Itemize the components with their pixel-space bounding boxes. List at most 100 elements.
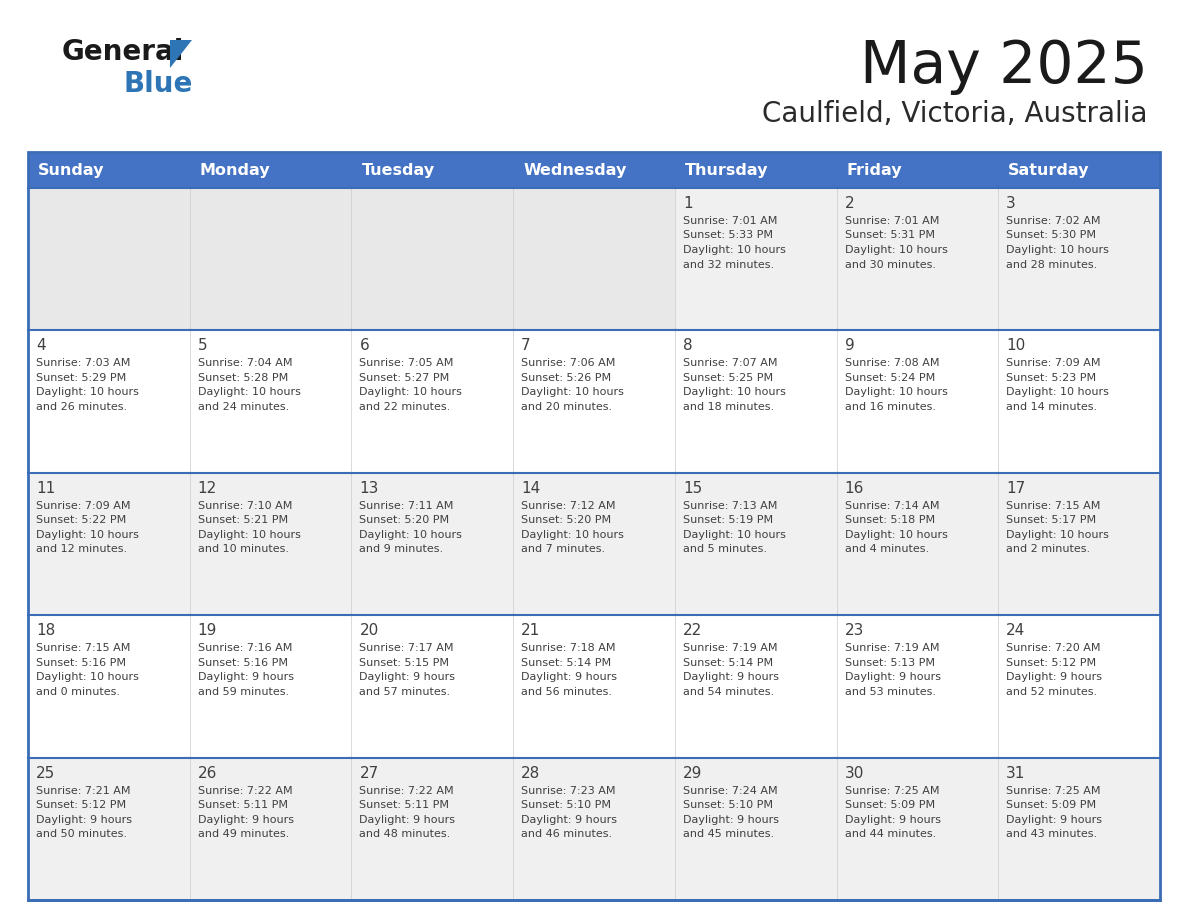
Bar [998, 757, 1159, 900]
Text: Thursday: Thursday [684, 162, 769, 177]
Text: Sunrise: 7:04 AM: Sunrise: 7:04 AM [197, 358, 292, 368]
Text: Sunrise: 7:07 AM: Sunrise: 7:07 AM [683, 358, 777, 368]
Bar [836, 188, 998, 330]
Text: 18: 18 [36, 623, 56, 638]
Text: 27: 27 [360, 766, 379, 780]
Text: and 5 minutes.: and 5 minutes. [683, 544, 767, 554]
Text: and 52 minutes.: and 52 minutes. [1006, 687, 1098, 697]
Text: Sunrise: 7:17 AM: Sunrise: 7:17 AM [360, 644, 454, 654]
Text: and 48 minutes.: and 48 minutes. [360, 829, 450, 839]
Text: Sunset: 5:10 PM: Sunset: 5:10 PM [522, 800, 611, 810]
Text: Sunset: 5:12 PM: Sunset: 5:12 PM [36, 800, 126, 810]
Text: and 14 minutes.: and 14 minutes. [1006, 402, 1098, 412]
Text: Caulfield, Victoria, Australia: Caulfield, Victoria, Australia [763, 100, 1148, 128]
Text: and 44 minutes.: and 44 minutes. [845, 829, 936, 839]
Text: 19: 19 [197, 623, 217, 638]
Bar [998, 615, 1159, 757]
Text: 2: 2 [845, 196, 854, 211]
Text: Sunset: 5:16 PM: Sunset: 5:16 PM [197, 657, 287, 667]
Text: Sunset: 5:23 PM: Sunset: 5:23 PM [1006, 373, 1097, 383]
Text: 16: 16 [845, 481, 864, 496]
Text: Sunset: 5:12 PM: Sunset: 5:12 PM [1006, 657, 1097, 667]
Text: Sunset: 5:17 PM: Sunset: 5:17 PM [1006, 515, 1097, 525]
Bar [29, 330, 190, 473]
Text: Sunset: 5:22 PM: Sunset: 5:22 PM [36, 515, 126, 525]
Text: General: General [62, 38, 184, 66]
Text: Sunset: 5:33 PM: Sunset: 5:33 PM [683, 230, 773, 241]
Text: Sunrise: 7:15 AM: Sunrise: 7:15 AM [36, 644, 131, 654]
Text: Sunrise: 7:02 AM: Sunrise: 7:02 AM [1006, 216, 1101, 226]
Text: Daylight: 10 hours: Daylight: 10 hours [360, 530, 462, 540]
Text: Daylight: 9 hours: Daylight: 9 hours [197, 672, 293, 682]
Text: and 16 minutes.: and 16 minutes. [845, 402, 936, 412]
Text: Sunrise: 7:13 AM: Sunrise: 7:13 AM [683, 501, 777, 510]
Text: Sunset: 5:25 PM: Sunset: 5:25 PM [683, 373, 773, 383]
Text: 4: 4 [36, 339, 45, 353]
Bar [190, 615, 352, 757]
Text: and 28 minutes.: and 28 minutes. [1006, 260, 1098, 270]
Text: Daylight: 10 hours: Daylight: 10 hours [1006, 387, 1110, 397]
Text: and 43 minutes.: and 43 minutes. [1006, 829, 1098, 839]
Text: Daylight: 9 hours: Daylight: 9 hours [522, 672, 617, 682]
Text: Sunrise: 7:03 AM: Sunrise: 7:03 AM [36, 358, 131, 368]
Text: Sunday: Sunday [38, 162, 105, 177]
Text: Daylight: 10 hours: Daylight: 10 hours [36, 672, 139, 682]
Text: Blue: Blue [124, 70, 194, 98]
Text: Sunrise: 7:09 AM: Sunrise: 7:09 AM [36, 501, 131, 510]
Text: Sunrise: 7:16 AM: Sunrise: 7:16 AM [197, 644, 292, 654]
Bar [513, 757, 675, 900]
Text: 20: 20 [360, 623, 379, 638]
Text: Sunrise: 7:24 AM: Sunrise: 7:24 AM [683, 786, 777, 796]
Text: Sunset: 5:27 PM: Sunset: 5:27 PM [360, 373, 450, 383]
Text: and 53 minutes.: and 53 minutes. [845, 687, 936, 697]
Text: and 32 minutes.: and 32 minutes. [683, 260, 775, 270]
Bar [29, 152, 1159, 900]
Bar [675, 615, 836, 757]
Text: 26: 26 [197, 766, 217, 780]
Text: Daylight: 10 hours: Daylight: 10 hours [197, 530, 301, 540]
Text: 23: 23 [845, 623, 864, 638]
Text: 14: 14 [522, 481, 541, 496]
Text: 7: 7 [522, 339, 531, 353]
Bar [675, 473, 836, 615]
Text: Daylight: 10 hours: Daylight: 10 hours [683, 530, 785, 540]
Text: Sunset: 5:09 PM: Sunset: 5:09 PM [845, 800, 935, 810]
Text: Sunset: 5:09 PM: Sunset: 5:09 PM [1006, 800, 1097, 810]
Text: Sunset: 5:15 PM: Sunset: 5:15 PM [360, 657, 449, 667]
Text: Sunset: 5:14 PM: Sunset: 5:14 PM [683, 657, 773, 667]
Text: and 2 minutes.: and 2 minutes. [1006, 544, 1091, 554]
Bar [513, 330, 675, 473]
Text: Sunset: 5:13 PM: Sunset: 5:13 PM [845, 657, 935, 667]
Text: Sunset: 5:21 PM: Sunset: 5:21 PM [197, 515, 287, 525]
Text: and 7 minutes.: and 7 minutes. [522, 544, 605, 554]
Text: Sunrise: 7:10 AM: Sunrise: 7:10 AM [197, 501, 292, 510]
Text: Daylight: 10 hours: Daylight: 10 hours [522, 387, 624, 397]
Text: and 49 minutes.: and 49 minutes. [197, 829, 289, 839]
Bar [29, 188, 190, 330]
Text: 22: 22 [683, 623, 702, 638]
Text: 30: 30 [845, 766, 864, 780]
Text: and 57 minutes.: and 57 minutes. [360, 687, 450, 697]
Text: 29: 29 [683, 766, 702, 780]
Bar [190, 330, 352, 473]
Text: and 9 minutes.: and 9 minutes. [360, 544, 443, 554]
Text: Daylight: 10 hours: Daylight: 10 hours [36, 530, 139, 540]
Text: Sunset: 5:30 PM: Sunset: 5:30 PM [1006, 230, 1097, 241]
Text: 3: 3 [1006, 196, 1016, 211]
Text: Sunrise: 7:11 AM: Sunrise: 7:11 AM [360, 501, 454, 510]
Text: Sunset: 5:28 PM: Sunset: 5:28 PM [197, 373, 287, 383]
Bar [513, 473, 675, 615]
Text: Daylight: 9 hours: Daylight: 9 hours [1006, 814, 1102, 824]
Text: Daylight: 10 hours: Daylight: 10 hours [845, 387, 948, 397]
Text: Daylight: 9 hours: Daylight: 9 hours [1006, 672, 1102, 682]
Text: Daylight: 9 hours: Daylight: 9 hours [360, 672, 455, 682]
Bar [352, 615, 513, 757]
Text: Sunrise: 7:09 AM: Sunrise: 7:09 AM [1006, 358, 1101, 368]
Text: Daylight: 10 hours: Daylight: 10 hours [36, 387, 139, 397]
Text: and 56 minutes.: and 56 minutes. [522, 687, 612, 697]
Text: Sunrise: 7:19 AM: Sunrise: 7:19 AM [845, 644, 939, 654]
Text: and 12 minutes.: and 12 minutes. [36, 544, 127, 554]
Text: Sunset: 5:11 PM: Sunset: 5:11 PM [197, 800, 287, 810]
Bar [675, 757, 836, 900]
Text: 9: 9 [845, 339, 854, 353]
